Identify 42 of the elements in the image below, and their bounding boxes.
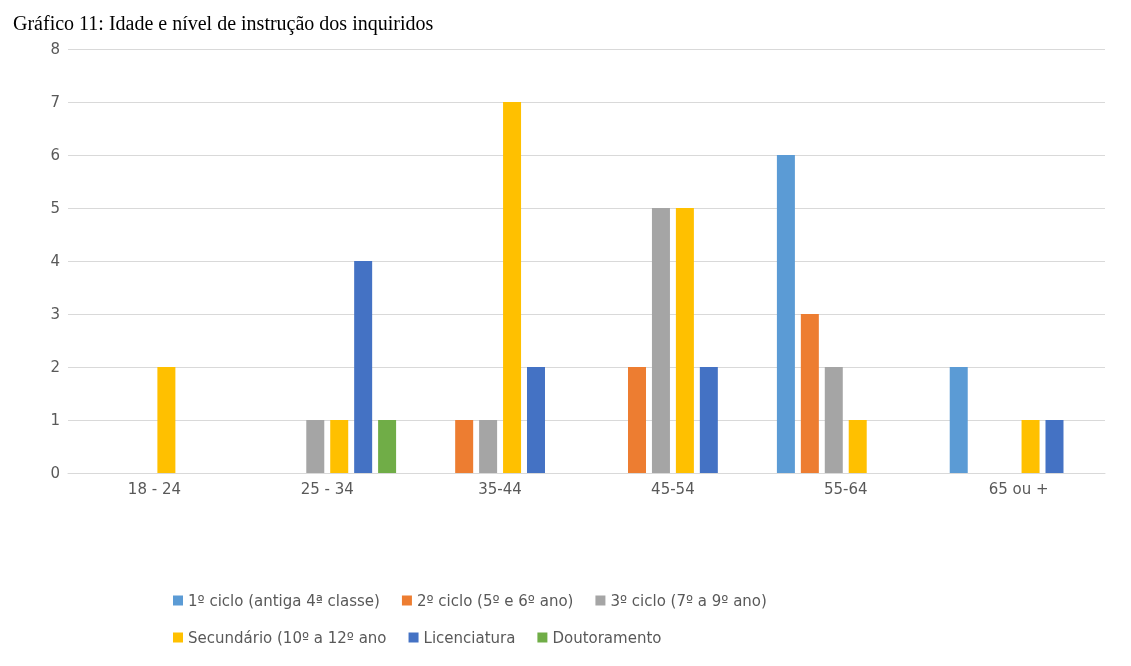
x-tick-label: 25 - 34 bbox=[300, 479, 354, 498]
bar bbox=[824, 367, 843, 473]
x-tick-label: 55-64 bbox=[823, 479, 868, 498]
y-tick-label: 5 bbox=[50, 199, 60, 217]
bar bbox=[354, 261, 373, 473]
bar bbox=[1021, 420, 1040, 473]
bar bbox=[479, 420, 498, 473]
bar bbox=[949, 367, 968, 473]
legend-label: Doutoramento bbox=[552, 628, 662, 647]
bar bbox=[651, 208, 670, 473]
y-tick-label: 4 bbox=[50, 252, 60, 270]
bar bbox=[699, 367, 718, 473]
legend-label: 2º ciclo (5º e 6º ano) bbox=[416, 591, 574, 610]
legend-label: Licenciatura bbox=[423, 628, 516, 647]
legend-label: 3º ciclo (7º a 9º ano) bbox=[610, 591, 767, 610]
bar bbox=[800, 314, 819, 473]
x-tick-label: 35-44 bbox=[478, 479, 522, 498]
bar bbox=[306, 420, 325, 473]
bar bbox=[157, 367, 176, 473]
y-tick-label: 1 bbox=[50, 411, 60, 429]
y-tick-label: 6 bbox=[50, 146, 60, 164]
chart-title: Gráfico 11: Idade e nível de instrução dos inquiridos bbox=[13, 12, 434, 35]
bar bbox=[628, 367, 647, 473]
bar bbox=[378, 420, 397, 473]
y-tick-label: 3 bbox=[50, 305, 60, 323]
y-tick-label: 0 bbox=[50, 464, 60, 482]
bar bbox=[675, 208, 694, 473]
bar bbox=[848, 420, 867, 473]
bar bbox=[526, 367, 545, 473]
x-tick-label: 18 - 24 bbox=[127, 479, 181, 498]
x-tick-label: 45-54 bbox=[651, 479, 695, 498]
bar bbox=[455, 420, 474, 473]
legend-label: Secundário (10º a 12º ano bbox=[188, 628, 387, 647]
x-tick-label: 65 ou + bbox=[988, 479, 1049, 498]
bar bbox=[330, 420, 349, 473]
bar bbox=[1045, 420, 1064, 473]
legend-label: 1º ciclo (antiga 4ª classe) bbox=[188, 591, 380, 610]
bar bbox=[776, 155, 795, 473]
bar bbox=[503, 102, 522, 473]
y-tick-label: 7 bbox=[50, 93, 60, 111]
y-tick-label: 8 bbox=[50, 40, 60, 58]
y-tick-label: 2 bbox=[50, 358, 60, 376]
